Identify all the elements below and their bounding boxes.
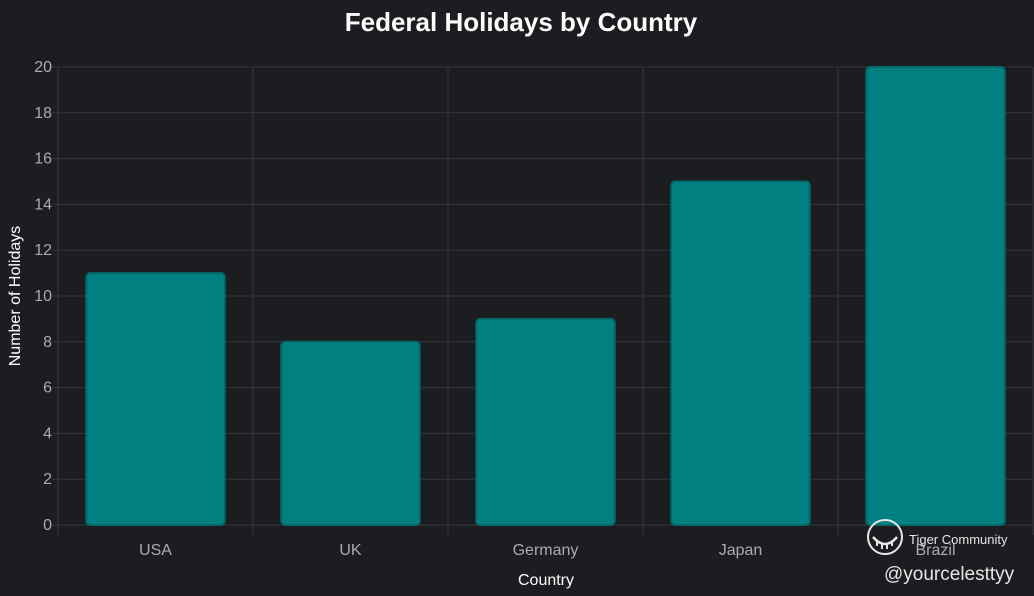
y-tick-label: 4 xyxy=(43,425,52,442)
y-tick-label: 12 xyxy=(34,242,52,259)
y-tick-label: 10 xyxy=(34,288,52,305)
watermark-brand: Tiger Community xyxy=(909,532,1008,547)
y-tick-label: 18 xyxy=(34,105,52,122)
y-tick-label: 20 xyxy=(34,59,52,76)
bar-germany[interactable] xyxy=(475,317,616,526)
y-tick-label: 2 xyxy=(43,471,52,488)
y-tick-label: 8 xyxy=(43,334,52,351)
x-axis-ticks: USA UK Germany Japan Brazil xyxy=(139,542,955,559)
x-tick-label: Brazil xyxy=(915,542,955,559)
x-axis-label: Country xyxy=(518,572,574,589)
y-axis-ticks: 0 2 4 6 8 10 12 14 16 18 20 xyxy=(34,59,58,534)
y-axis-label: Number of Holidays xyxy=(7,226,24,367)
bar-japan[interactable] xyxy=(670,180,811,526)
bar-brazil[interactable] xyxy=(865,66,1006,526)
chart-title: Federal Holidays by Country xyxy=(345,7,698,37)
bars xyxy=(85,66,1006,526)
x-tick-label: Japan xyxy=(719,542,763,559)
x-tick-label: USA xyxy=(139,542,172,559)
watermark: Tiger Community @yourcelesttyy xyxy=(867,519,1015,585)
bar-uk[interactable] xyxy=(280,340,421,526)
x-tick-label: Germany xyxy=(513,542,579,559)
y-tick-label: 16 xyxy=(34,151,52,168)
bar-usa[interactable] xyxy=(85,272,226,526)
tiger-logo-icon xyxy=(867,519,903,555)
watermark-handle: @yourcelesttyy xyxy=(884,564,1015,585)
y-tick-label: 6 xyxy=(43,380,52,397)
x-tick-label: UK xyxy=(339,542,362,559)
y-tick-label: 0 xyxy=(43,517,52,534)
y-tick-label: 14 xyxy=(34,196,52,213)
